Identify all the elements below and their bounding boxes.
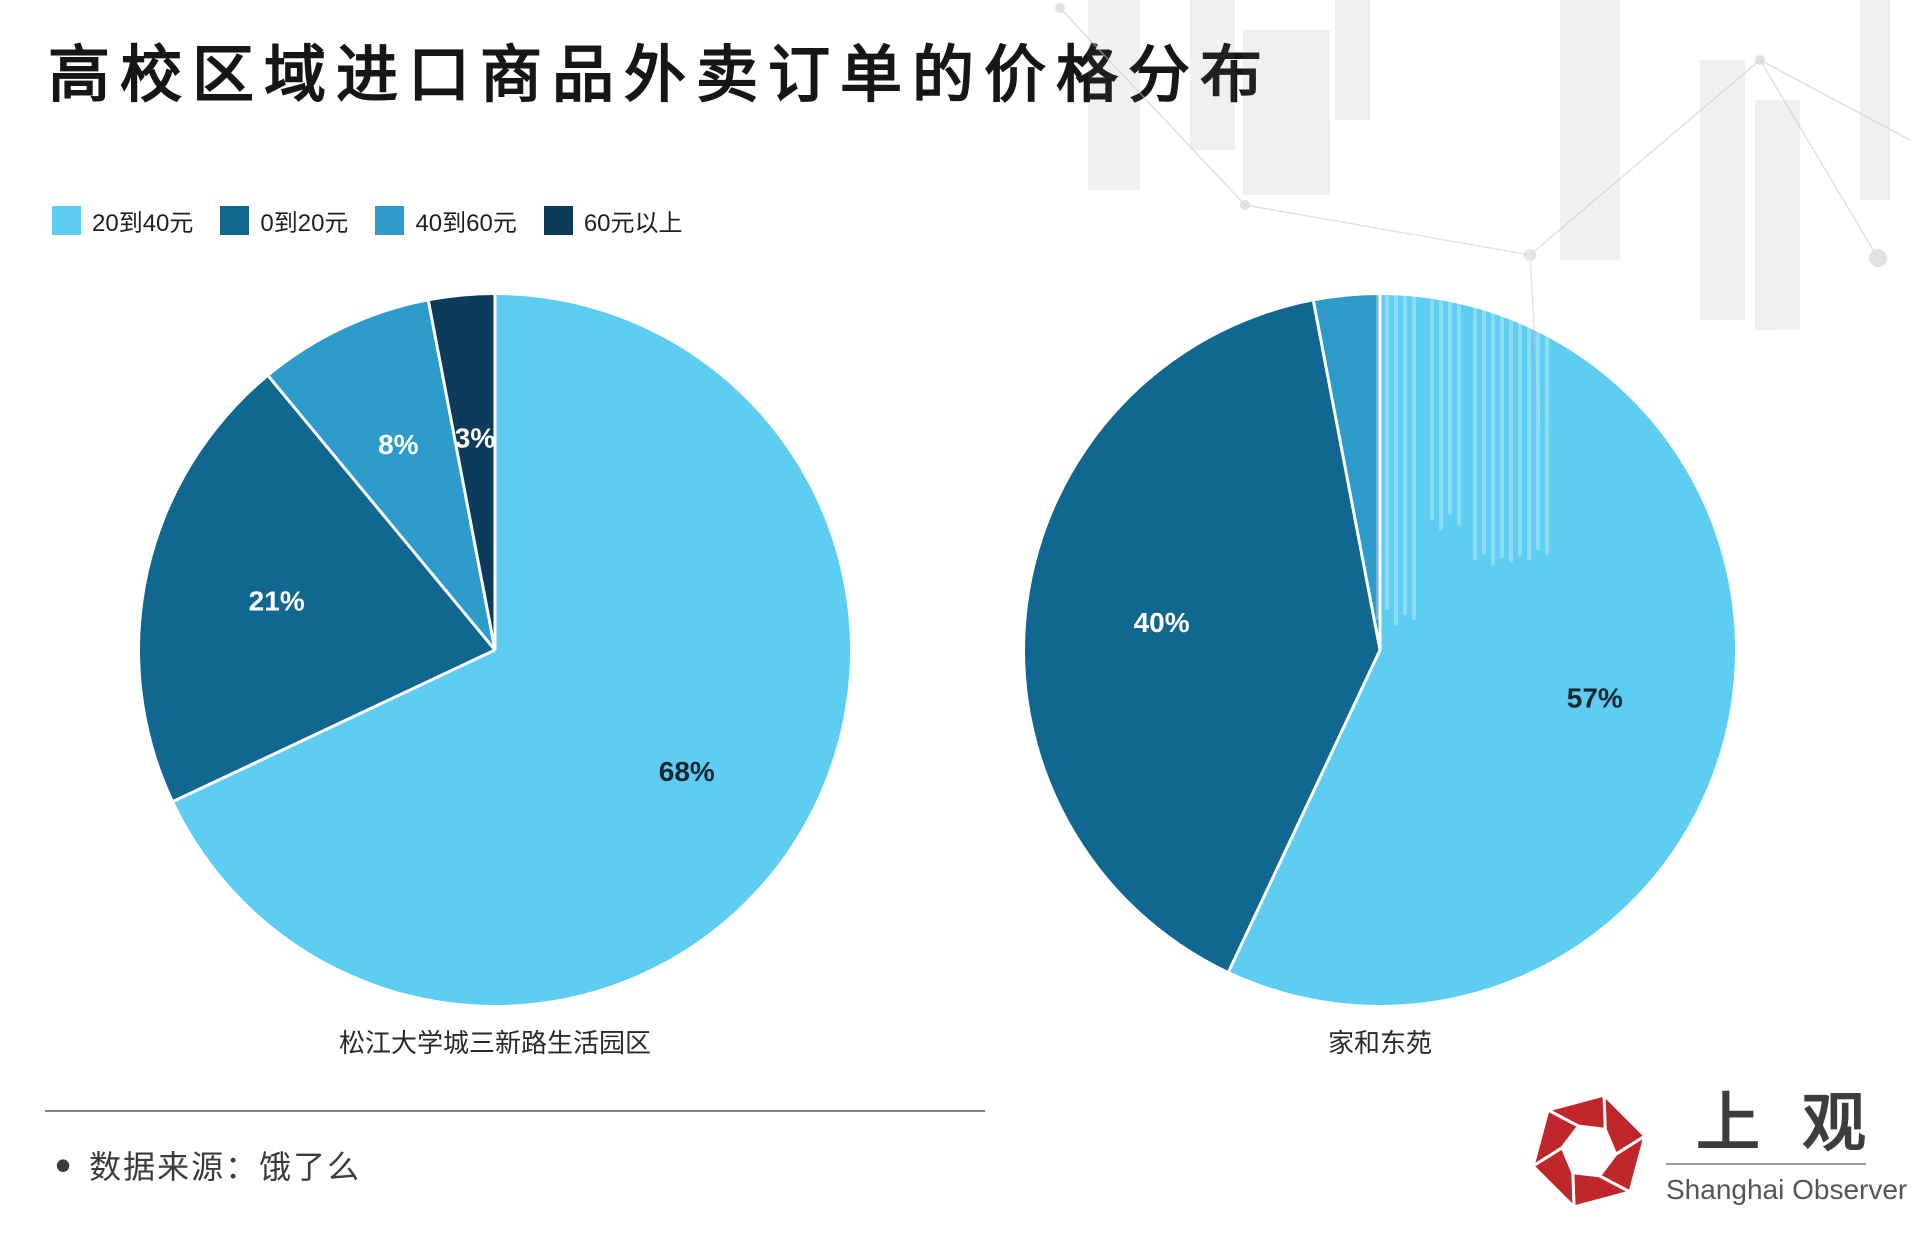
pie-1-value-label: 40% (1134, 607, 1190, 638)
source-bullet: • (55, 1139, 72, 1191)
logo-text-block: 上观 Shanghai Observer (1666, 1087, 1908, 1206)
shanghai-observer-logo: 上观 Shanghai Observer (1528, 1087, 1908, 1212)
pie-caption-right: 家和东苑 (1327, 1028, 1432, 1058)
legend-swatch-icon (220, 206, 250, 235)
pie-0-slice-20到40元 (173, 295, 851, 1005)
pie-0-value-label: 8% (378, 429, 419, 460)
legend-item-label: 0到20元 (260, 210, 349, 237)
pie-caption-left: 松江大学城三新路生活园区 (338, 1028, 651, 1058)
aperture-blade (1546, 1093, 1607, 1131)
data-source: • 数据来源：饿了么 (55, 1142, 361, 1188)
divider-line (45, 1110, 985, 1112)
logo-cn-text: 上观 (1696, 1087, 1908, 1159)
pie-1-slice-20到40元 (1228, 295, 1736, 1005)
aperture-logo-icon (1531, 1093, 1647, 1209)
pie-slice-separator (173, 648, 496, 803)
logo-divider-line (1666, 1163, 1866, 1166)
pie-slice-separator (1227, 649, 1382, 972)
legend-item-label: 60元以上 (583, 210, 683, 237)
legend-item: 60元以上 (543, 203, 683, 238)
pie-1-value-label: 57% (1567, 683, 1623, 714)
pie-slice-separator (267, 375, 497, 651)
pie-slice-separator (1312, 301, 1382, 651)
legend-item: 40到60元 (375, 203, 517, 238)
pie-0-slice-40到60元 (268, 301, 495, 650)
pie-slice-separator (427, 301, 497, 651)
legend-item-label: 40到60元 (415, 210, 517, 237)
pie-0-value-label: 21% (249, 586, 305, 617)
legend-item-label: 20到40元 (92, 210, 194, 237)
pie-0-slice-0到20元 (140, 376, 495, 802)
legend: 20到40元 0到20元 40到60元 60元以上 (52, 203, 710, 238)
source-text: 数据来源：饿了么 (89, 1149, 362, 1185)
pie-0-value-label: 3% (455, 422, 496, 453)
pie-0-value-label: 68% (659, 756, 715, 787)
legend-item: 20到40元 (52, 203, 193, 238)
legend-item: 0到20元 (220, 203, 348, 238)
legend-swatch-icon (52, 206, 81, 235)
legend-swatch-icon (543, 206, 573, 235)
legend-swatch-icon (375, 206, 405, 235)
pie-1-slice-0到20元 (1025, 301, 1380, 972)
logo-en-text: Shanghai Observer (1666, 1174, 1908, 1206)
